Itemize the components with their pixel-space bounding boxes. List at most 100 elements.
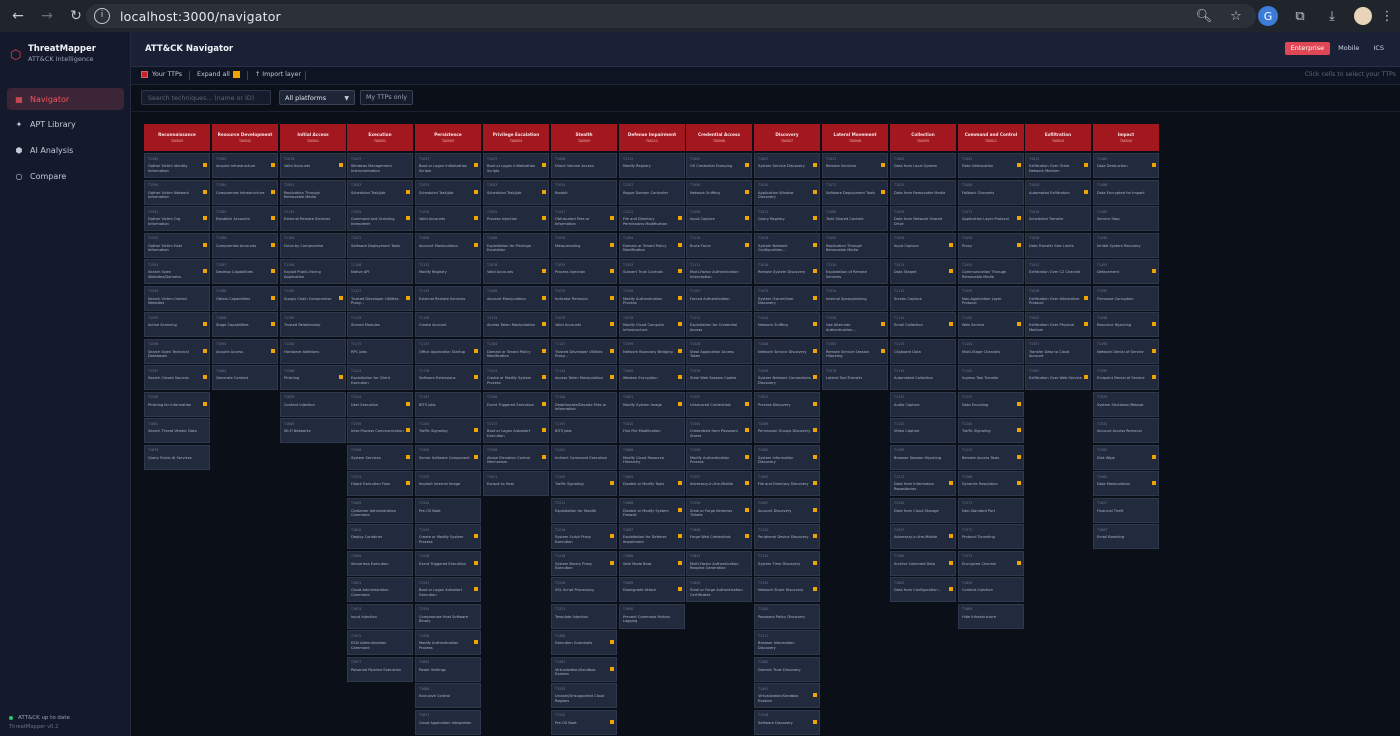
subtechnique-expand-icon[interactable] — [678, 322, 682, 326]
technique-cell[interactable]: T1593 Search Open Websites/Domains — [144, 259, 210, 284]
technique-cell[interactable]: T1542 Pre-OS Boot — [551, 709, 617, 735]
technique-cell[interactable]: T1556 Modify Authentication Process — [415, 630, 481, 655]
technique-cell[interactable]: T1491 Defacement — [1093, 259, 1159, 284]
tactic-header[interactable]: Collection TA0009 — [890, 124, 956, 151]
technique-cell[interactable]: T1547 Boot or Logon Autostart Execution — [483, 418, 549, 443]
technique-cell[interactable]: T1016 System Network Configuration... — [754, 232, 820, 258]
technique-cell[interactable]: T1590 Gather Victim Network Information — [144, 179, 210, 205]
subtechnique-expand-icon[interactable] — [678, 534, 682, 538]
subtechnique-expand-icon[interactable] — [542, 454, 546, 459]
technique-cell[interactable]: T1197 BITS Jobs — [415, 391, 481, 417]
subtechnique-expand-icon[interactable] — [949, 560, 953, 565]
subtechnique-expand-icon[interactable] — [474, 428, 478, 432]
technique-cell[interactable]: T1535 Unused/Unsupported Cloud Regions — [551, 683, 617, 708]
subtechnique-expand-icon[interactable] — [203, 375, 207, 379]
sidebar-item-ai-analysis[interactable]: ⬢ AI Analysis — [7, 139, 124, 161]
sidebar-item-apt-library[interactable]: ✦ APT Library — [7, 114, 124, 136]
my-ttps-only-button[interactable]: My TTPs only — [360, 90, 413, 105]
technique-cell[interactable]: T1546 Event Triggered Execution — [483, 391, 549, 417]
technique-cell[interactable]: T1134 Access Token Manipulation — [483, 312, 549, 337]
technique-cell[interactable]: T1175 RPC Jobs — [347, 338, 413, 364]
technique-cell[interactable]: T1587 Develop Capabilities — [212, 259, 278, 284]
subtechnique-expand-icon[interactable] — [678, 587, 682, 591]
subtechnique-expand-icon[interactable] — [203, 322, 207, 326]
technique-cell[interactable]: T1216 System Script Proxy Execution — [551, 524, 617, 549]
technique-cell[interactable]: T1036 Masquerading — [551, 232, 617, 258]
technique-cell[interactable]: T1499 Endpoint Denial of Service — [1093, 365, 1159, 390]
subtechnique-expand-icon[interactable] — [813, 348, 817, 353]
technique-cell[interactable]: T1498 Network Denial of Service — [1093, 338, 1159, 364]
technique-cell[interactable]: T1049 System Network Connections Discover… — [754, 365, 820, 390]
technique-cell[interactable]: T1669 Wi-Fi Networks — [280, 418, 346, 443]
subtechnique-expand-icon[interactable] — [813, 481, 817, 485]
subtechnique-expand-icon[interactable] — [678, 507, 682, 512]
technique-cell[interactable]: T1561 Disk Wipe — [1093, 444, 1159, 470]
bookmark-star-icon[interactable]: ☆ — [1230, 8, 1242, 24]
technique-cell[interactable]: T1137 Office Application Startup — [415, 338, 481, 364]
technique-cell[interactable]: T1684 Generate Content — [212, 365, 278, 390]
sidebar-item-compare[interactable]: ○ Compare — [7, 165, 124, 187]
technique-cell[interactable]: T1585 Establish Accounts — [212, 206, 278, 231]
subtechnique-expand-icon[interactable] — [203, 269, 207, 273]
technique-cell[interactable]: T1589 Gather Victim Identity Information — [144, 153, 210, 178]
subtechnique-expand-icon[interactable] — [339, 375, 343, 379]
technique-cell[interactable]: T1056 Input Capture — [686, 206, 752, 231]
subtechnique-expand-icon[interactable] — [745, 481, 749, 485]
tab-ics[interactable]: ICS — [1373, 44, 1384, 52]
technique-cell[interactable]: T1555 Credentials from Password Stores — [686, 418, 752, 443]
subtechnique-expand-icon[interactable] — [813, 163, 817, 167]
technique-cell[interactable]: T1671 Cloud Application Integration — [415, 709, 481, 735]
subtechnique-expand-icon[interactable] — [474, 242, 478, 247]
technique-cell[interactable]: T1021 Remote Services — [822, 153, 888, 178]
download-icon[interactable]: ⤓ — [1329, 8, 1335, 24]
technique-cell[interactable]: T1202 Indirect Command Execution — [551, 444, 617, 470]
subtechnique-expand-icon[interactable] — [203, 348, 207, 353]
technique-cell[interactable]: T1106 Native API — [347, 259, 413, 284]
technique-cell[interactable]: T1200 Hardware Additions — [280, 338, 346, 364]
subtechnique-expand-icon[interactable] — [813, 189, 817, 194]
technique-cell[interactable]: T1546 Event Triggered Execution — [415, 550, 481, 576]
technique-cell[interactable]: T1584 Compromise Infrastructure — [212, 179, 278, 205]
subtechnique-expand-icon[interactable] — [474, 587, 478, 591]
technique-cell[interactable]: T1547 Boot or Logon Autostart Execution — [415, 577, 481, 602]
technique-cell[interactable]: T1185 Browser Session Hijacking — [890, 444, 956, 470]
technique-cell[interactable]: T1204 User Execution — [347, 391, 413, 417]
technique-cell[interactable]: T1119 Automated Collection — [890, 365, 956, 390]
subtechnique-expand-icon[interactable] — [678, 375, 682, 379]
technique-cell[interactable]: T1667 Email Bombing — [1093, 524, 1159, 549]
technique-cell[interactable]: T1653 Power Settings — [415, 656, 481, 682]
technique-cell[interactable]: T1195 Supply Chain Compromise — [280, 285, 346, 311]
technique-cell[interactable]: T1003 OS Credential Dumping — [686, 153, 752, 178]
technique-cell[interactable]: T1518 Software Discovery — [754, 709, 820, 735]
technique-cell[interactable]: T1598 Phishing for Information — [144, 391, 210, 417]
technique-cell[interactable]: T1090 Proxy — [958, 232, 1024, 258]
technique-cell[interactable]: T1528 Steal Application Access Token — [686, 338, 752, 364]
technique-cell[interactable]: T1083 File and Directory Discovery — [754, 471, 820, 496]
technique-cell[interactable]: T1484 Domain or Tenant Policy Modificatio… — [483, 338, 549, 364]
technique-cell[interactable]: T1205 Traffic Signaling — [958, 418, 1024, 443]
subtechnique-expand-icon[interactable] — [406, 454, 410, 459]
subtechnique-expand-icon[interactable] — [1084, 189, 1088, 194]
subtechnique-expand-icon[interactable] — [813, 534, 817, 538]
technique-cell[interactable]: T1127 Trusted Developer Utilities Proxy..… — [347, 285, 413, 311]
tactic-header[interactable]: Credential Access TA0006 — [686, 124, 752, 151]
subtechnique-expand-icon[interactable] — [610, 640, 614, 644]
technique-cell[interactable]: T1008 Fallback Channels — [958, 179, 1024, 205]
technique-cell[interactable]: T1205 Traffic Signaling — [415, 418, 481, 443]
technique-cell[interactable]: T1129 Shared Modules — [347, 312, 413, 337]
technique-cell[interactable]: T1621 Multi-Factor Authentication Request… — [686, 550, 752, 576]
subtechnique-expand-icon[interactable] — [1084, 295, 1088, 300]
technique-cell[interactable]: T1486 Data Encrypted for Impact — [1093, 179, 1159, 205]
technique-cell[interactable]: T1074 Data Staged — [890, 259, 956, 284]
subtechnique-expand-icon[interactable] — [678, 269, 682, 273]
technique-cell[interactable]: T1133 External Remote Services — [415, 285, 481, 311]
subtechnique-expand-icon[interactable] — [474, 163, 478, 167]
technique-cell[interactable]: T1620 Fine File Modification — [619, 418, 685, 443]
extension-icon[interactable]: G — [1258, 6, 1278, 26]
technique-cell[interactable]: T1201 Password Policy Discovery — [754, 603, 820, 629]
expand-all-button[interactable]: Expand all — [197, 71, 240, 78]
technique-cell[interactable]: T1037 Boot or Logon Initialization Script… — [415, 153, 481, 178]
tactic-header[interactable]: Persistence TA0003 — [415, 124, 481, 151]
technique-cell[interactable]: T1189 Drive-by Compromise — [280, 232, 346, 258]
subtechnique-expand-icon[interactable] — [813, 375, 817, 379]
